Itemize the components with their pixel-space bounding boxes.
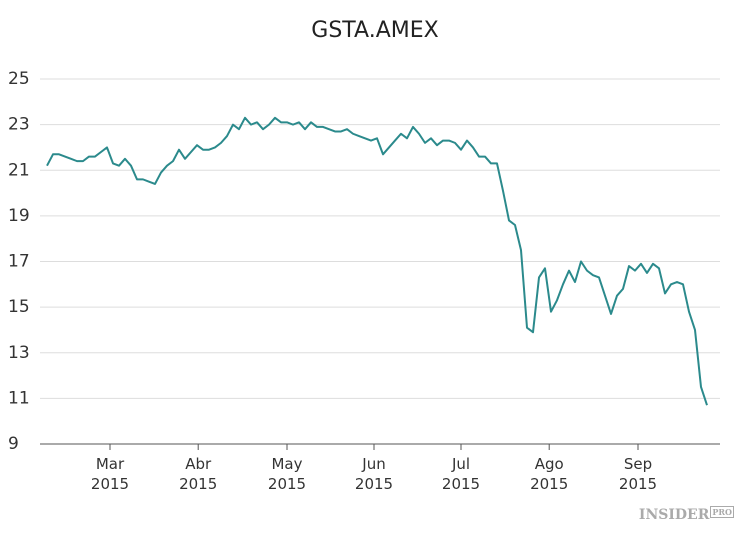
y-tick-label: 11 (8, 388, 30, 408)
y-tick-label: 23 (8, 115, 30, 135)
y-tick-label: 19 (8, 206, 30, 226)
watermark: INSIDER PRO (638, 506, 734, 523)
x-tick-label: Mar 2015 (90, 455, 130, 493)
y-tick-label: 25 (8, 69, 30, 89)
y-tick-label: 13 (8, 343, 30, 363)
y-tick-label: 17 (8, 252, 30, 272)
chart-title: GSTA.AMEX (311, 18, 439, 43)
y-tick-label: 9 (8, 434, 19, 454)
x-tick-label: Sep 2015 (618, 455, 658, 493)
x-tick-label: Abr 2015 (179, 455, 218, 493)
x-tick-label: May 2015 (267, 455, 307, 493)
x-tick-label: Jul 2015 (441, 455, 481, 493)
watermark-sub: PRO (710, 506, 734, 518)
x-tick-label: Jun 2015 (354, 455, 394, 493)
y-tick-label: 15 (8, 297, 30, 317)
y-tick-label: 21 (8, 160, 30, 180)
watermark-main: INSIDER (638, 507, 710, 523)
x-tick-label: Ago 2015 (530, 455, 569, 493)
line (46, 116, 708, 406)
